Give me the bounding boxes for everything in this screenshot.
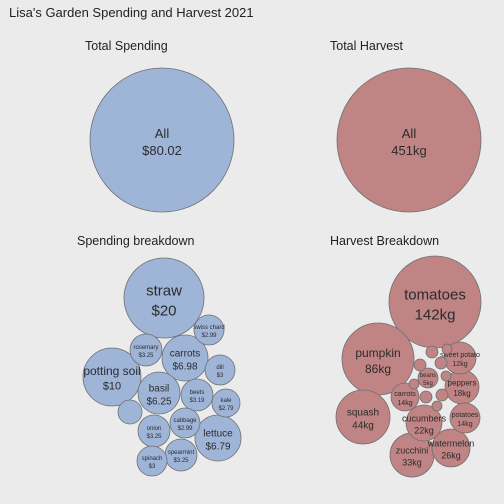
bubble-value-dill-10: $3 [217,373,224,379]
bubble-basil-4 [137,371,181,415]
bubble-cucumbers-5 [405,404,443,442]
bubble-value-watermelon-4: 26kg [441,450,461,460]
bubble-name-watermelon-4: watermelon [427,439,475,449]
bubble-name-beets-8: beets [190,390,205,396]
bubble-value-tomatoes-0: 142kg [415,306,456,323]
chart-title: Lisa's Garden Spending and Harvest 2021 [9,5,254,20]
panel-total-spending: All $80.02 [89,67,235,213]
panel-harvest-breakdown: tomatoes 142kg pumpkin 86kg squash 44kg zucchi… [335,255,482,478]
bubble-name-zucchini-3: zucchini [396,446,429,456]
bubble-value-spearmint-7: $3.25 [173,458,189,464]
bubble-name-all-0: All [155,126,170,141]
bubble-name-spinach-9: spinach [142,456,163,462]
bubble-name-onion-6: onion [147,426,162,432]
bubble-value-kale-13: $2.79 [218,406,234,412]
bubble-value-sweet-potato-9: 12kg [452,361,467,368]
panel-total-harvest: All 451kg [336,67,482,213]
bubble-value-straw-0: $20 [151,302,176,319]
bubble-name-potatoes-7: potatoes [452,412,479,419]
bubble-name-straw-0: straw [146,283,182,300]
bubble-unnamed-11 [425,345,439,359]
bubble-name-kale-13: kale [220,398,232,404]
bubble-potting-soil-1 [82,347,142,407]
bubble-name-sweet-potato-9: sweet potato [440,352,480,359]
bubble-name-beans-10: beans [420,373,436,379]
bubble-kale-13 [211,388,241,418]
bubble-value-pumpkin-1: 86kg [365,362,391,376]
bubble-unnamed-17 [440,370,452,382]
bubble-value-spinach-9: $3 [149,464,156,470]
bubble-name-pumpkin-1: pumpkin [355,346,400,360]
bubble-name-cucumbers-5: cucumbers [402,414,447,424]
bubble-straw-0 [123,257,205,339]
bubble-name-carrots-8: carrots [394,391,416,398]
bubble-name-spearmint-7: spearmint [168,450,195,456]
bubble-squash-2 [335,389,391,445]
bubble-name-tomatoes-0: tomatoes [404,287,466,304]
bubble-name-carrots-2: carrots [170,348,201,359]
bubble-unnamed-12 [434,356,448,370]
bubble-name-basil-4: basil [149,383,170,394]
bubble-name-rosemary-5: rosemary [133,345,158,351]
bubble-value-potatoes-7: 14kg [457,421,472,428]
bubble-value-onion-6: $3.25 [146,434,162,440]
bubble-unnamed-13 [413,358,427,372]
bubble-unnamed-16 [435,388,449,402]
bubble-potatoes-7 [449,402,481,434]
bubble-name-all-0: All [402,126,417,141]
panel-title-spending-breakdown: Spending breakdown [77,234,194,248]
bubble-value-all-0: 451kg [391,143,426,158]
bubble-beans-10 [417,367,439,389]
bubble-all-0 [89,67,235,213]
bubble-unnamed-18 [408,378,420,390]
bubble-unnamed-19 [431,400,443,412]
panel-title-total-harvest: Total Harvest [330,39,403,53]
bubble-value-all-0: $80.02 [142,143,182,158]
bubble-name-potting-soil-1: potting soil [83,364,140,378]
bubble-carrots-2 [161,334,209,382]
bubble-value-peppers-6: 18kg [453,389,470,398]
panel-title-harvest-breakdown: Harvest Breakdown [330,234,439,248]
bubble-value-carrots-8: 14kg [397,400,412,407]
bubble-name-peppers-6: peppers [448,379,477,388]
bubble-beets-8 [180,378,214,412]
bubble-value-cucumbers-5: 22kg [414,425,434,435]
bubble-name-swiss-chard-11: swiss chard [193,325,224,331]
bubble-lettuce-3 [194,414,242,462]
bubble-spinach-9 [136,445,168,477]
bubble-value-potting-soil-1: $10 [103,381,121,393]
bubble-name-cabbage-12: cabbage [173,418,197,424]
bubble-unnamed-15 [419,390,433,404]
bubble-cabbage-12 [169,407,201,439]
bubble-all-0 [336,67,482,213]
bubble-name-dill-10: dill [216,365,223,371]
panel-title-total-spending: Total Spending [85,39,168,53]
bubble-value-beans-10: 5kg [423,381,433,387]
bubble-value-lettuce-3: $6.79 [205,442,230,453]
bubble-value-rosemary-5: $3.25 [138,353,154,359]
bubble-swiss-chard-11 [193,314,225,346]
bubble-dill-10 [204,354,236,386]
bubble-name-squash-2: squash [347,407,379,418]
bubble-watermelon-4 [431,428,471,468]
bubble-rosemary-5 [129,333,163,367]
bubble-name-lettuce-3: lettuce [203,428,233,439]
bubble-value-beets-8: $3.19 [189,398,205,404]
bubble-unnamed-14 [441,343,453,355]
bubble-value-squash-2: 44kg [352,421,374,432]
bubble-value-zucchini-3: 33kg [402,457,422,467]
bubble-carrots-8 [390,382,420,412]
bubble-unnamed-14 [117,399,143,425]
panel-spending-breakdown: straw $20 potting soil $10 carrots $6.98 lettu… [82,257,242,477]
bubble-value-swiss-chard-11: $2.99 [201,333,217,339]
bubble-value-cabbage-12: $2.99 [177,426,193,432]
bubble-value-carrots-2: $6.98 [172,362,197,373]
bubble-value-basil-4: $6.25 [146,397,171,408]
